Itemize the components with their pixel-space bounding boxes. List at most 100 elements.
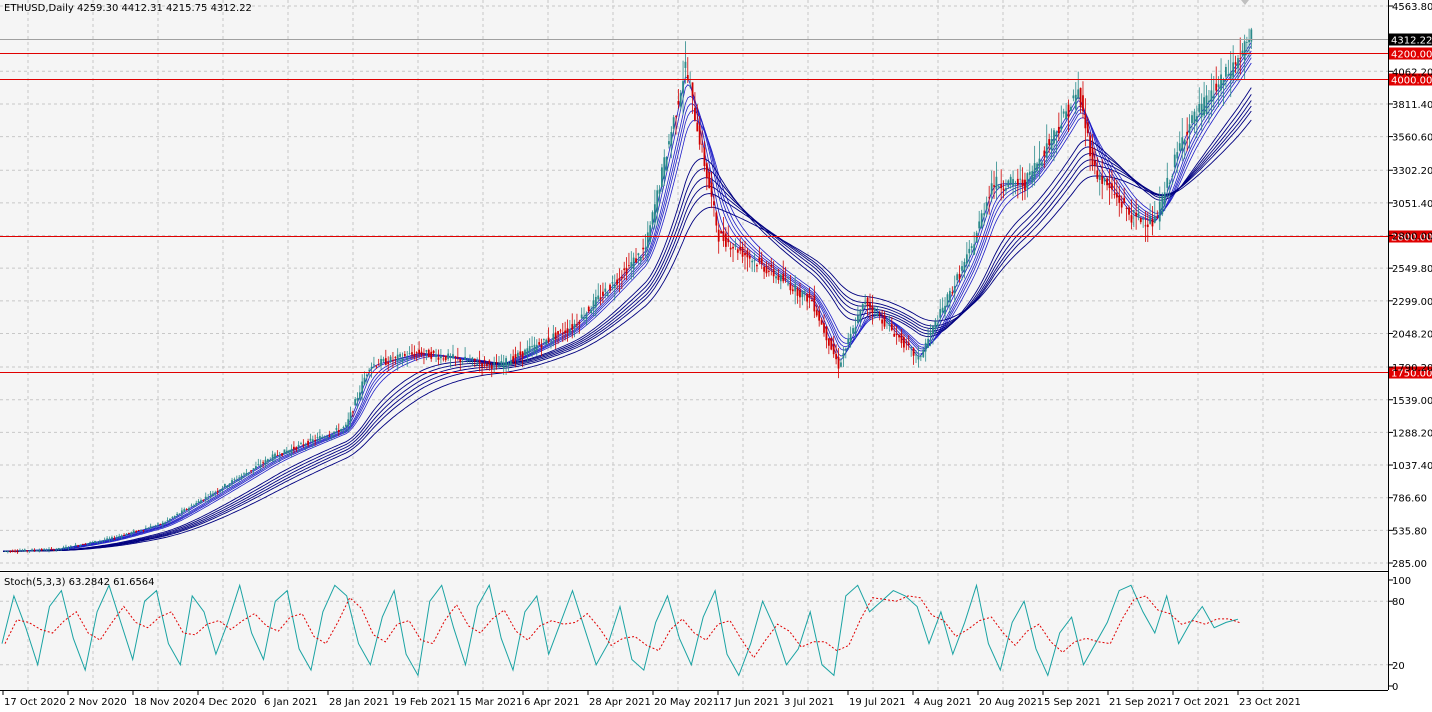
candle-body — [1224, 66, 1227, 77]
candle-body — [195, 503, 198, 506]
candle-body — [770, 265, 773, 268]
candle-body — [691, 82, 694, 97]
candle-body — [1038, 158, 1041, 168]
candle-body — [956, 274, 959, 281]
candle-body — [392, 360, 394, 361]
stoch-d-line — [4, 595, 1242, 659]
candle-body — [399, 354, 401, 357]
candle-body — [488, 360, 491, 364]
candle-body — [127, 532, 130, 534]
candle-body — [1239, 58, 1242, 59]
candle-body — [1005, 188, 1007, 191]
stoch-k-line — [1, 583, 1239, 677]
candle-body — [512, 356, 515, 363]
candle-body — [782, 273, 785, 282]
candle-body — [1250, 29, 1253, 42]
candle-body — [915, 354, 917, 356]
candle-body — [720, 231, 722, 234]
candle-body — [932, 326, 934, 335]
candle-body — [16, 551, 19, 553]
candle-body — [40, 549, 43, 551]
candle-body — [55, 549, 58, 551]
chart-title: ETHUSD,Daily 4259.30 4412.31 4215.75 431… — [4, 3, 252, 14]
candle-body — [818, 311, 821, 321]
candle-body — [118, 536, 121, 538]
horizontal-levels[interactable]: 4200.00 4000.00 2800.00 1750.00 4312.22 — [0, 33, 1432, 380]
candle-body — [69, 545, 72, 547]
candle-body — [590, 309, 593, 314]
candle-body — [963, 261, 966, 273]
candle-body — [502, 362, 505, 369]
candle-body — [476, 364, 479, 366]
candle-body — [314, 440, 317, 441]
candle-body — [447, 353, 450, 360]
candle-body — [311, 439, 314, 443]
candle-body — [1115, 193, 1118, 198]
price-axis[interactable]: 4563.80 4062.20 3811.40 3560.60 3302.20 3051.… — [1388, 2, 1432, 570]
candle-body — [250, 470, 253, 472]
candle-body — [125, 533, 128, 536]
candle-body — [67, 547, 70, 549]
candle-body — [849, 333, 852, 342]
y-tick-label: 4563.80 — [1392, 2, 1432, 13]
candle-body — [646, 232, 649, 248]
stoch-tick-label: 20 — [1392, 661, 1405, 672]
x-tick-label: 7 Oct 2021 — [1174, 697, 1229, 708]
candle-body — [292, 446, 295, 450]
candle-body — [744, 252, 746, 256]
candle-body — [243, 473, 245, 475]
candle-body — [753, 260, 756, 262]
candle-body — [924, 342, 927, 352]
candle-body — [1106, 178, 1108, 186]
candle-body — [4, 551, 7, 552]
candle-body — [760, 258, 763, 264]
candle-body — [970, 246, 973, 249]
candle-body — [661, 167, 663, 187]
candle-body — [240, 475, 243, 479]
time-axis[interactable]: 17 Oct 2020 2 Nov 2020 18 Nov 2020 4 Dec 20… — [2, 690, 1301, 708]
candle-body — [96, 541, 99, 543]
candle-body — [94, 540, 96, 544]
candle-body — [1237, 58, 1239, 69]
candle-body — [1173, 154, 1176, 168]
candle-body — [576, 324, 578, 326]
candle-body — [1043, 150, 1046, 157]
candle-body — [11, 550, 14, 552]
candle-body — [665, 156, 668, 171]
candle-body — [961, 266, 963, 271]
candle-body — [852, 328, 854, 334]
stoch-plot-area[interactable] — [0, 573, 1388, 690]
candle-body — [1156, 216, 1159, 218]
candle-body — [52, 549, 55, 551]
candle-body — [197, 501, 200, 503]
candle-body — [408, 353, 411, 355]
x-tick-label: 3 Jul 2021 — [784, 697, 834, 708]
candle-body — [192, 505, 195, 507]
candle-body — [1137, 212, 1140, 218]
main-plot-area[interactable] — [0, 0, 1388, 570]
candle-body — [871, 306, 874, 313]
shift-marker-icon[interactable] — [1241, 0, 1249, 5]
candle-body — [578, 321, 581, 324]
candle-body — [1048, 139, 1051, 145]
candle-body — [859, 309, 862, 322]
candle-body — [157, 523, 159, 525]
candle-body — [651, 212, 654, 225]
candle-body — [28, 550, 31, 552]
candle-body — [403, 354, 406, 356]
candle-body — [274, 453, 276, 459]
candle-body — [929, 332, 932, 336]
candle-body — [269, 460, 272, 462]
candle-body — [1208, 100, 1210, 103]
candle-body — [878, 314, 881, 315]
candle-body — [1060, 125, 1063, 130]
candle-body — [557, 331, 559, 335]
candle-body — [485, 363, 488, 367]
stochastic-lines — [1, 583, 1242, 677]
candle-body — [554, 332, 557, 340]
candle-body — [1045, 143, 1048, 158]
candle-body — [561, 332, 564, 334]
candle-body — [524, 349, 526, 356]
